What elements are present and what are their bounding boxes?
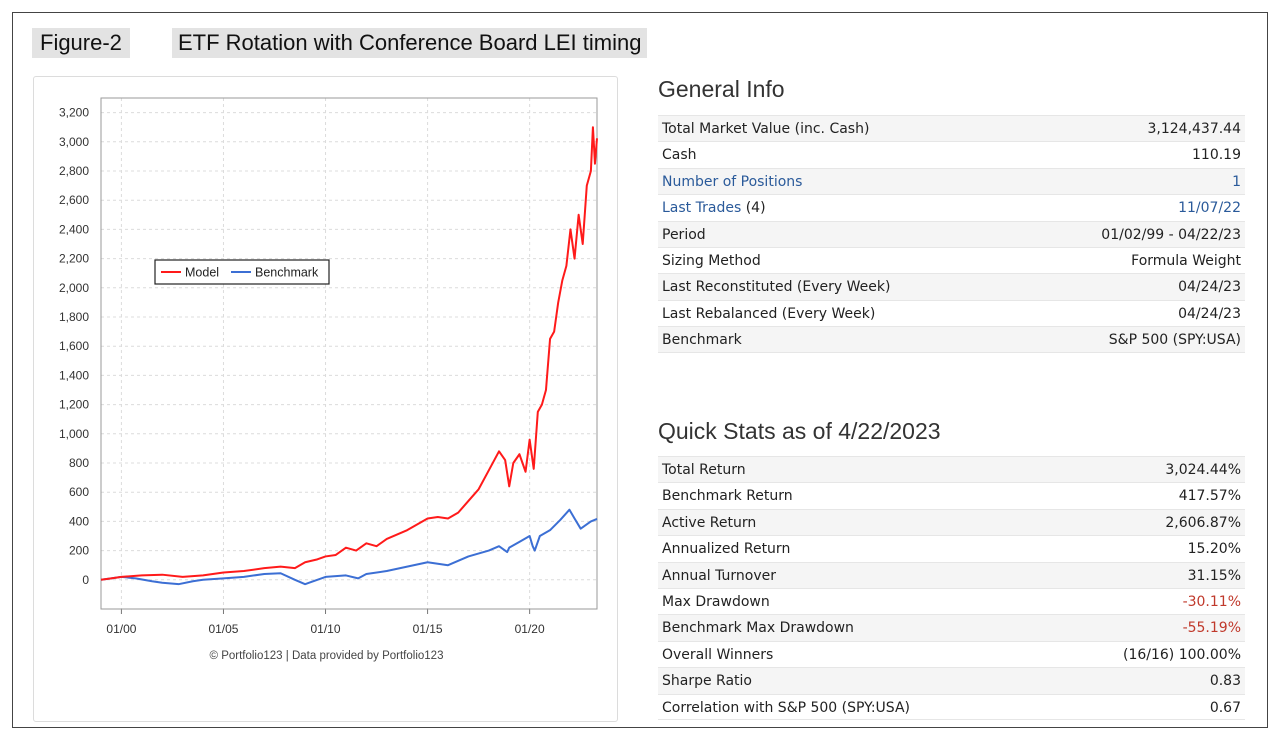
last-trades-date-link[interactable]: 11/07/22: [1178, 200, 1241, 217]
y-tick-label: 1,800: [59, 310, 89, 324]
x-tick-label: 01/00: [106, 622, 136, 636]
row-label: Annual Turnover: [662, 567, 777, 584]
row-label: Period: [662, 226, 706, 243]
legend-label-benchmark: Benchmark: [255, 266, 319, 280]
plot-area: [101, 98, 597, 609]
stat-row-total-return: Total Return 3,024.44%: [658, 456, 1245, 483]
y-tick-label: 2,000: [59, 281, 89, 295]
figure-title: ETF Rotation with Conference Board LEI t…: [172, 28, 648, 58]
row-value: 04/24/23: [1178, 305, 1241, 322]
chart-panel: 0 200 400 600 800 1,000 1,200 1,400 1,600 1,800 2,…: [33, 76, 618, 722]
x-tick-label: 01/05: [208, 622, 238, 636]
stat-row-active-return: Active Return 2,606.87%: [658, 508, 1245, 536]
quick-stats-table: Total Return 3,024.44% Benchmark Return …: [658, 456, 1245, 720]
row-value: 3,124,437.44: [1147, 121, 1241, 137]
row-value: Formula Weight: [1131, 252, 1241, 269]
row-value: 3,024.44%: [1165, 462, 1241, 478]
y-tick-label: 1,200: [59, 398, 89, 412]
row-label: Benchmark Return: [662, 488, 793, 505]
row-value: S&P 500 (SPY:USA): [1108, 332, 1241, 349]
stat-row-annual-turnover: Annual Turnover 31.15%: [658, 561, 1245, 588]
row-label: Total Market Value (inc. Cash): [662, 121, 870, 137]
row-value-negative: -55.19%: [1182, 620, 1241, 637]
y-tick-label: 2,200: [59, 252, 89, 266]
info-row-last-trades: Last Trades (4) 11/07/22: [658, 194, 1245, 220]
series-line-model: [100, 126, 598, 581]
y-tick-label: 200: [69, 544, 89, 558]
row-label: Benchmark: [662, 332, 742, 349]
info-row-cash: Cash 110.19: [658, 141, 1245, 167]
x-tick-label: 01/15: [413, 622, 443, 636]
figure-label: Figure-2: [32, 28, 130, 58]
last-trades-count: (4): [745, 200, 766, 217]
row-label: Benchmark Max Drawdown: [662, 620, 854, 637]
row-value: 0.67: [1209, 699, 1241, 716]
row-value: 110.19: [1192, 147, 1241, 164]
y-tick-label: 800: [69, 456, 89, 470]
x-tick-label: 01/10: [311, 622, 341, 636]
series-line-benchmark: [100, 508, 598, 586]
row-label: Sizing Method: [662, 252, 761, 269]
row-label: Cash: [662, 147, 697, 164]
y-tick-label: 1,400: [59, 368, 89, 382]
stat-row-correlation: Correlation with S&P 500 (SPY:USA) 0.67: [658, 693, 1245, 720]
y-tick-label: 3,200: [59, 106, 89, 120]
info-row-total-market-value: Total Market Value (inc. Cash) 3,124,437…: [658, 115, 1245, 142]
row-label: Last Reconstituted (Every Week): [662, 279, 891, 296]
row-label: Last Rebalanced (Every Week): [662, 305, 876, 322]
stat-row-benchmark-max-drawdown: Benchmark Max Drawdown -55.19%: [658, 614, 1245, 641]
y-tick-label: 600: [69, 485, 89, 499]
stat-row-sharpe-ratio: Sharpe Ratio 0.83: [658, 667, 1245, 694]
row-value: 01/02/99 - 04/22/23: [1101, 226, 1241, 243]
chart-credit: © Portfolio123 | Data provided by Portfo…: [209, 650, 444, 662]
info-row-number-of-positions: Number of Positions 1: [658, 167, 1245, 195]
row-value: 04/24/23: [1178, 279, 1241, 296]
y-tick-label: 0: [82, 573, 89, 587]
row-label: Overall Winners: [662, 646, 774, 663]
info-row-benchmark: Benchmark S&P 500 (SPY:USA): [658, 326, 1245, 353]
row-value: 2,606.87%: [1165, 514, 1241, 531]
legend-label-model: Model: [185, 266, 219, 280]
info-row-period: Period 01/02/99 - 04/22/23: [658, 220, 1245, 247]
row-value: 15.20%: [1187, 541, 1241, 558]
last-trades-link[interactable]: Last Trades: [662, 200, 742, 217]
number-of-positions-link[interactable]: Number of Positions: [662, 173, 803, 190]
stat-row-max-drawdown: Max Drawdown -30.11%: [658, 587, 1245, 614]
performance-chart: 0 200 400 600 800 1,000 1,200 1,400 1,600 1,800 2,…: [59, 97, 598, 636]
x-tick-label: 01/20: [515, 622, 545, 636]
row-value-negative: -30.11%: [1182, 593, 1241, 610]
y-tick-label: 2,400: [59, 222, 89, 236]
row-label: Active Return: [662, 514, 757, 531]
quick-stats-title: Quick Stats as of 4/22/2023: [658, 418, 941, 444]
y-tick-label: 1,600: [59, 339, 89, 353]
general-info-table: Total Market Value (inc. Cash) 3,124,437…: [658, 115, 1245, 353]
stat-row-overall-winners: Overall Winners (16/16) 100.00%: [658, 640, 1245, 667]
row-value: 31.15%: [1187, 567, 1241, 584]
row-value: (16/16) 100.00%: [1122, 646, 1241, 663]
y-tick-label: 3,000: [59, 135, 89, 149]
y-tick-label: 2,600: [59, 193, 89, 207]
stat-row-annualized-return: Annualized Return 15.20%: [658, 535, 1245, 561]
row-value: 0.83: [1209, 673, 1241, 690]
number-of-positions-value-link[interactable]: 1: [1232, 173, 1241, 190]
info-row-last-rebalanced: Last Rebalanced (Every Week) 04/24/23: [658, 299, 1245, 326]
y-tick-label: 1,000: [59, 427, 89, 441]
info-row-last-reconstituted: Last Reconstituted (Every Week) 04/24/23: [658, 273, 1245, 300]
y-tick-label: 2,800: [59, 164, 89, 178]
info-row-sizing-method: Sizing Method Formula Weight: [658, 246, 1245, 273]
row-label: Annualized Return: [662, 541, 791, 558]
stat-row-benchmark-return: Benchmark Return 417.57%: [658, 482, 1245, 508]
plot-border: [100, 97, 598, 610]
row-label: Sharpe Ratio: [662, 673, 752, 690]
row-value: 417.57%: [1178, 488, 1241, 505]
row-label: Total Return: [662, 462, 746, 478]
y-tick-label: 400: [69, 514, 89, 528]
general-info-title: General Info: [658, 76, 785, 102]
row-label: Correlation with S&P 500 (SPY:USA): [662, 699, 910, 716]
row-label: Max Drawdown: [662, 593, 770, 610]
